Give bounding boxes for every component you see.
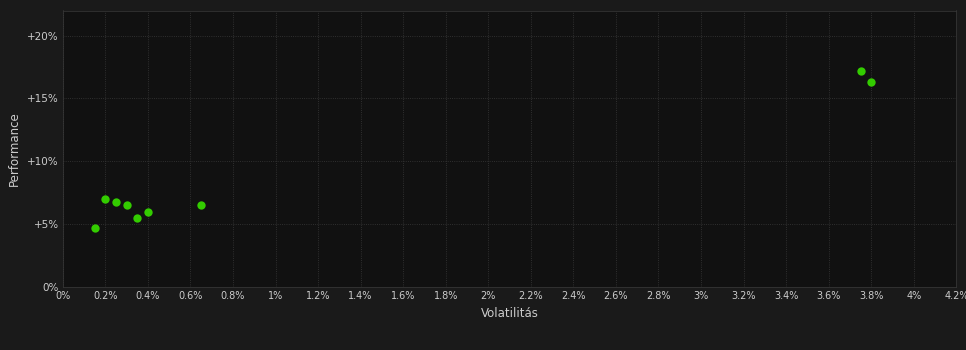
Point: [87, 225, 102, 231]
Point: [140, 209, 156, 215]
Point: [193, 203, 209, 208]
Point: [853, 68, 868, 74]
Point: [119, 203, 134, 208]
Point: [98, 196, 113, 202]
Point: [129, 215, 145, 221]
Point: [108, 199, 124, 204]
Y-axis label: Performance: Performance: [9, 111, 21, 186]
Point: [864, 79, 879, 85]
X-axis label: Volatilitás: Volatilitás: [481, 307, 538, 320]
